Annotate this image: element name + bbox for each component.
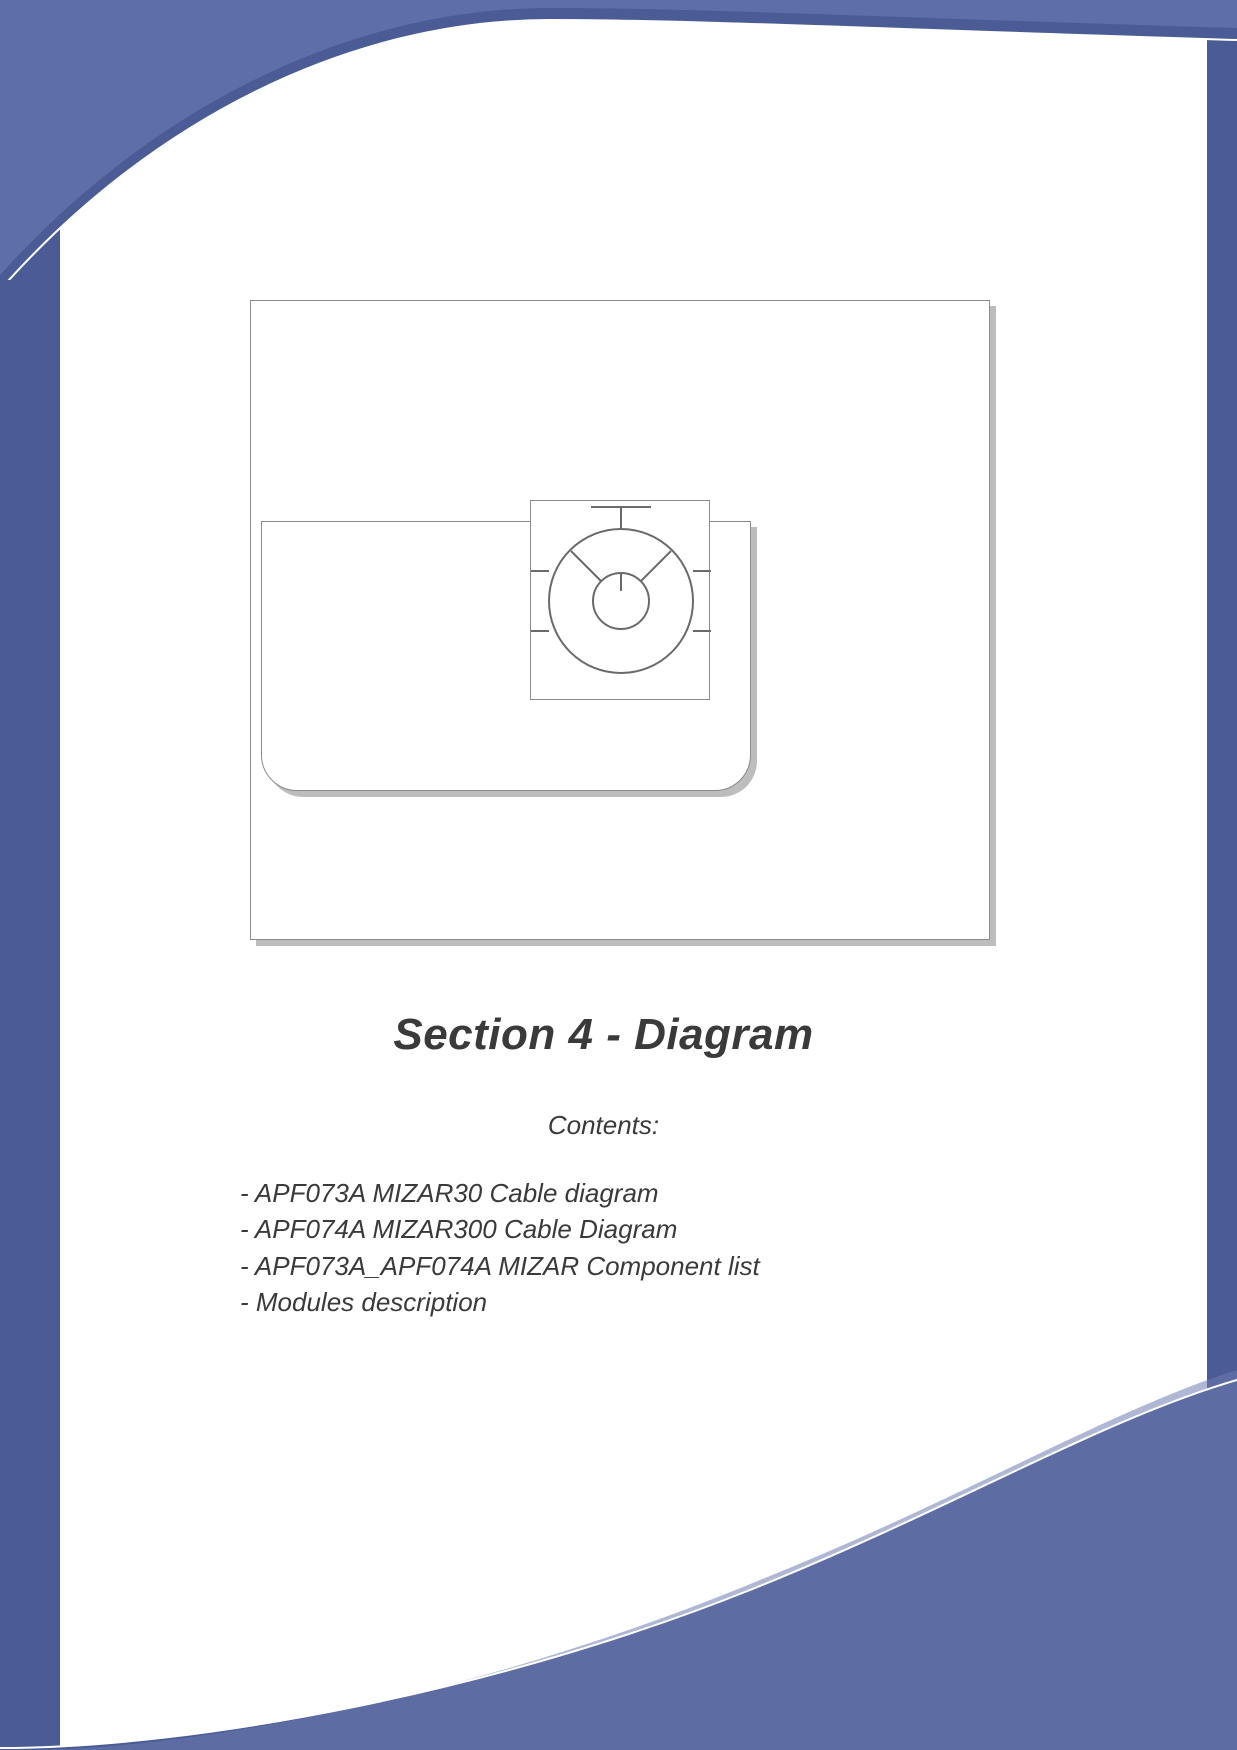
camera-illustration [530,500,710,700]
contents-list: - APF073A MIZAR30 Cable diagram - APF074… [240,1175,760,1321]
section-title: Section 4 - Diagram [60,1010,1147,1060]
contents-item: - APF073A MIZAR30 Cable diagram [240,1175,760,1211]
page-content: Section 4 - Diagram Contents: - APF073A … [60,280,1207,1750]
contents-item: - Modules description [240,1284,760,1320]
contents-label: Contents: [60,1110,1147,1141]
diagram-inner-frame [261,521,751,791]
contents-item: - APF074A MIZAR300 Cable Diagram [240,1211,760,1247]
decorative-top-curve [0,0,1237,280]
contents-item: - APF073A_APF074A MIZAR Component list [240,1248,760,1284]
diagram-outer-frame [250,300,990,940]
